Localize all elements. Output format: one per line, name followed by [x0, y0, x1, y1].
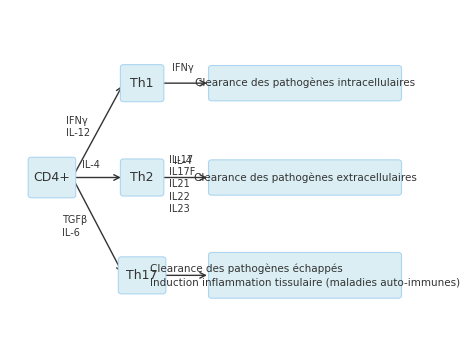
FancyBboxPatch shape — [28, 157, 76, 198]
Text: Th17: Th17 — [127, 269, 158, 282]
Text: Clearance des pathogènes échappés
Induction inflammation tissulaire (maladies au: Clearance des pathogènes échappés Induct… — [150, 263, 460, 287]
FancyBboxPatch shape — [120, 65, 164, 102]
Text: IFNγ
IL-12: IFNγ IL-12 — [66, 116, 91, 138]
Text: Clearance des pathogènes intracellulaires: Clearance des pathogènes intracellulaire… — [195, 78, 415, 88]
Text: Th2: Th2 — [130, 171, 154, 184]
Text: IL-17
IL17F
IL21
IL22
IL23: IL-17 IL17F IL21 IL22 IL23 — [169, 154, 195, 214]
Text: IFNγ: IFNγ — [172, 63, 194, 73]
Text: TGFβ
IL-6: TGFβ IL-6 — [62, 215, 87, 237]
Text: Clearance des pathogènes extracellulaires: Clearance des pathogènes extracellulaire… — [193, 172, 417, 183]
FancyBboxPatch shape — [209, 252, 401, 298]
Text: IL-4: IL-4 — [174, 156, 192, 166]
FancyBboxPatch shape — [209, 160, 401, 195]
FancyBboxPatch shape — [209, 66, 401, 101]
Text: Th1: Th1 — [130, 77, 154, 90]
FancyBboxPatch shape — [118, 257, 166, 294]
FancyBboxPatch shape — [120, 159, 164, 196]
Text: IL-4: IL-4 — [82, 160, 100, 170]
Text: CD4+: CD4+ — [34, 171, 71, 184]
